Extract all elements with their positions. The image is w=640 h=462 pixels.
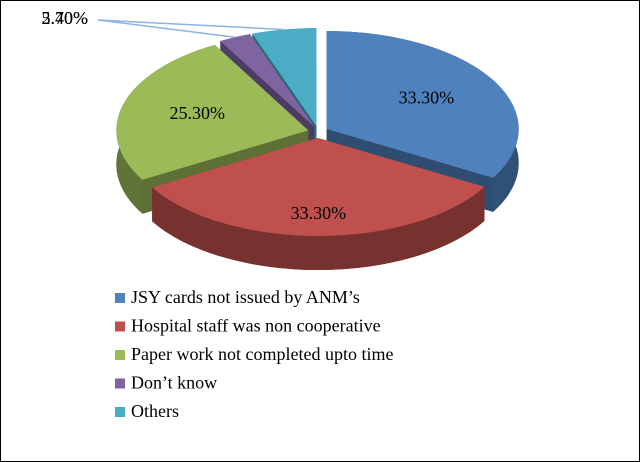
leader-line <box>97 19 284 31</box>
legend-swatch <box>115 350 125 360</box>
legend: JSY cards not issued by ANM’s Hospital st… <box>115 287 393 421</box>
legend-label: Others <box>131 401 179 421</box>
slice-side <box>152 186 485 270</box>
data-label: 2.70% <box>42 8 89 28</box>
slice <box>326 30 519 178</box>
legend-label: Don’t know <box>131 373 217 393</box>
slice <box>152 137 485 236</box>
pie-tops <box>116 28 519 236</box>
legend-label: Hospital staff was non cooperative <box>131 316 381 336</box>
slice <box>220 34 314 127</box>
data-labels: 33.30% 33.30% 25.30% 2.70%5.40% <box>42 8 455 223</box>
leader-line <box>97 19 235 38</box>
data-label: 5.40% <box>42 8 89 28</box>
legend-swatch <box>115 293 125 303</box>
slice <box>116 44 309 180</box>
data-label: 25.30% <box>169 103 225 123</box>
legend-swatch <box>115 378 125 389</box>
legend-swatch <box>115 407 125 417</box>
data-label: 33.30% <box>399 88 455 108</box>
slice <box>252 28 317 127</box>
legend-swatch <box>115 321 125 332</box>
data-label: 33.30% <box>291 203 347 223</box>
legend-label: Paper work not completed upto time <box>131 344 393 364</box>
legend-label: JSY cards not issued by ANM’s <box>131 287 360 307</box>
